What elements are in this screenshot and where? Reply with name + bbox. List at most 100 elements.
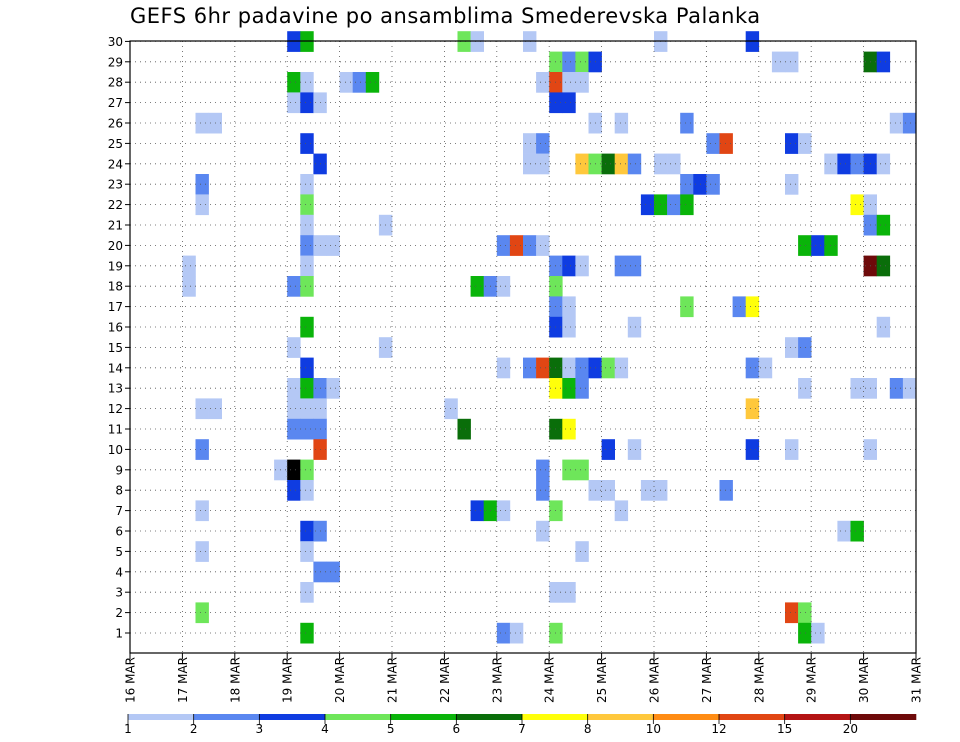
y-tick-label: 9 [115, 463, 123, 477]
y-tick-label: 15 [108, 341, 123, 355]
heatmap-cell [339, 72, 353, 93]
y-tick-label: 29 [108, 55, 123, 69]
legend-label: 3 [256, 722, 264, 736]
heatmap-cell [837, 520, 851, 542]
heatmap-cell [300, 255, 314, 277]
heatmap-cell [889, 378, 904, 399]
y-tick-label: 19 [108, 259, 123, 273]
legend-label: 10 [646, 722, 661, 736]
heatmap-cell [300, 276, 314, 297]
heatmap-cell [300, 418, 314, 440]
legend-swatch [456, 714, 523, 720]
legend-label: 8 [584, 722, 592, 736]
heatmap-cell [300, 316, 314, 338]
legend-label: 6 [453, 722, 461, 736]
heatmap-cell [523, 357, 537, 379]
y-tick-label: 23 [108, 178, 123, 192]
heatmap-cell [785, 439, 799, 460]
heatmap-cell [496, 235, 511, 256]
heatmap-cell [562, 255, 576, 277]
y-tick-label: 25 [108, 137, 123, 151]
heatmap-cell [876, 316, 891, 338]
legend-label: 20 [843, 722, 858, 736]
heatmap-cell [575, 378, 589, 399]
heatmap-cell [300, 622, 314, 644]
heatmap-cell [601, 153, 615, 175]
heatmap-cell [785, 133, 799, 154]
heatmap-cell [300, 235, 314, 256]
y-tick-label: 3 [115, 586, 123, 600]
x-tick-label: 18 MAR [228, 657, 242, 703]
heatmap-cell [575, 255, 589, 277]
x-tick-label: 20 MAR [333, 657, 347, 703]
gridlines [130, 41, 916, 653]
heatmap-cell [326, 235, 340, 256]
y-tick-label: 21 [108, 219, 123, 233]
heatmap-cell [640, 480, 655, 501]
heatmap-cell [562, 51, 576, 73]
x-tick-label: 23 MAR [490, 657, 504, 703]
x-tick-label: 22 MAR [438, 657, 452, 703]
heatmap-cell [509, 622, 524, 644]
heatmap-cell [562, 72, 576, 93]
heatmap-cell [575, 51, 589, 73]
heatmap-cell [300, 194, 314, 216]
heatmap-cell [536, 459, 550, 481]
heatmap-cell [680, 112, 694, 134]
heatmap-cell [300, 174, 314, 195]
heatmap-cell [287, 276, 301, 297]
heatmap-cell [732, 296, 746, 318]
heatmap-cell [785, 602, 799, 624]
heatmap-cell [876, 214, 891, 236]
heatmap-cell [195, 541, 209, 562]
heatmap-cell [798, 602, 812, 624]
heatmap-cell [287, 337, 301, 358]
x-tick-label: 27 MAR [700, 657, 714, 703]
heatmap-cell [850, 378, 864, 399]
heatmap-cell [536, 235, 550, 256]
x-axis: 16 MAR 17 MAR 18 MAR 19 MAR 20 MAR 21 MAR 22 M… [124, 653, 924, 703]
heatmap-cell [326, 561, 340, 583]
heatmap-cell [300, 520, 314, 542]
heatmap-cell [614, 357, 629, 379]
heatmap-cell [562, 92, 576, 114]
heatmap-cell [536, 133, 550, 154]
heatmap-cell [300, 378, 314, 399]
legend-swatch [259, 714, 326, 720]
heatmap-cell [719, 480, 733, 501]
heatmap-cell [300, 357, 314, 379]
heatmap-cell [798, 622, 812, 644]
heatmap-cell [601, 480, 615, 501]
y-tick-label: 5 [115, 545, 123, 559]
heatmap-cell [195, 194, 209, 216]
heatmap-cell [798, 337, 812, 358]
heatmap-cell [300, 214, 314, 236]
heatmap-cell [496, 500, 511, 522]
heatmap-cell [365, 72, 380, 93]
heatmap-cell [601, 357, 615, 379]
heatmap-cell [785, 51, 799, 73]
y-tick-label: 12 [108, 402, 123, 416]
legend-swatch [719, 714, 785, 720]
heatmap-cell [745, 398, 760, 420]
y-tick-label: 18 [108, 280, 123, 294]
heatmap-cell [614, 112, 629, 134]
heatmap-cell [300, 480, 314, 501]
x-tick-label: 25 MAR [595, 657, 609, 703]
heatmap-cell [562, 418, 576, 440]
heatmap-cell [785, 174, 799, 195]
heatmap-cell [706, 133, 720, 154]
heatmap-cell [627, 255, 642, 277]
heatmap-cell [496, 622, 511, 644]
y-tick-label: 8 [115, 484, 123, 498]
heatmap-cell [300, 459, 314, 481]
legend-swatch [587, 714, 654, 720]
x-tick-label: 19 MAR [281, 657, 295, 703]
y-tick-label: 2 [115, 606, 123, 620]
heatmap-cell [536, 480, 550, 501]
legend-swatch [128, 714, 194, 720]
heatmap-cell [470, 500, 484, 522]
heatmap-cell [562, 459, 576, 481]
heatmap-cell [326, 378, 340, 399]
